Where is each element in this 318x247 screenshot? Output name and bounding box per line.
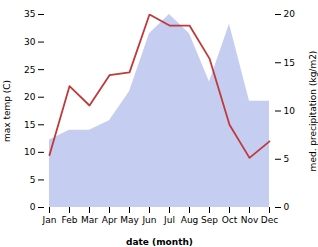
- svg-text:25: 25: [24, 65, 35, 75]
- svg-text:35: 35: [24, 9, 35, 19]
- svg-text:5: 5: [284, 154, 290, 164]
- svg-text:Feb: Feb: [62, 215, 78, 225]
- svg-text:med. precipitation (kg/m2): med. precipitation (kg/m2): [308, 51, 318, 172]
- svg-text:20: 20: [284, 9, 296, 19]
- svg-text:Dec: Dec: [261, 215, 278, 225]
- svg-text:Oct: Oct: [222, 215, 238, 225]
- svg-text:Apr: Apr: [102, 215, 118, 225]
- svg-text:15: 15: [284, 58, 295, 68]
- svg-text:May: May: [120, 215, 139, 225]
- svg-text:Mar: Mar: [81, 215, 98, 225]
- svg-text:Aug: Aug: [181, 215, 199, 225]
- svg-text:10: 10: [284, 106, 296, 116]
- svg-text:30: 30: [24, 37, 36, 47]
- svg-text:10: 10: [24, 147, 36, 157]
- svg-text:Sep: Sep: [201, 215, 218, 225]
- svg-text:20: 20: [24, 92, 36, 102]
- svg-text:0: 0: [284, 202, 290, 212]
- svg-text:date (month): date (month): [126, 237, 193, 247]
- svg-text:Jul: Jul: [163, 215, 175, 225]
- svg-text:Nov: Nov: [241, 215, 259, 225]
- svg-text:Jan: Jan: [42, 215, 57, 225]
- svg-text:0: 0: [30, 202, 36, 212]
- svg-text:15: 15: [24, 120, 35, 130]
- svg-text:5: 5: [30, 175, 36, 185]
- svg-text:Jun: Jun: [141, 215, 156, 225]
- svg-text:max temp (C): max temp (C): [2, 80, 12, 142]
